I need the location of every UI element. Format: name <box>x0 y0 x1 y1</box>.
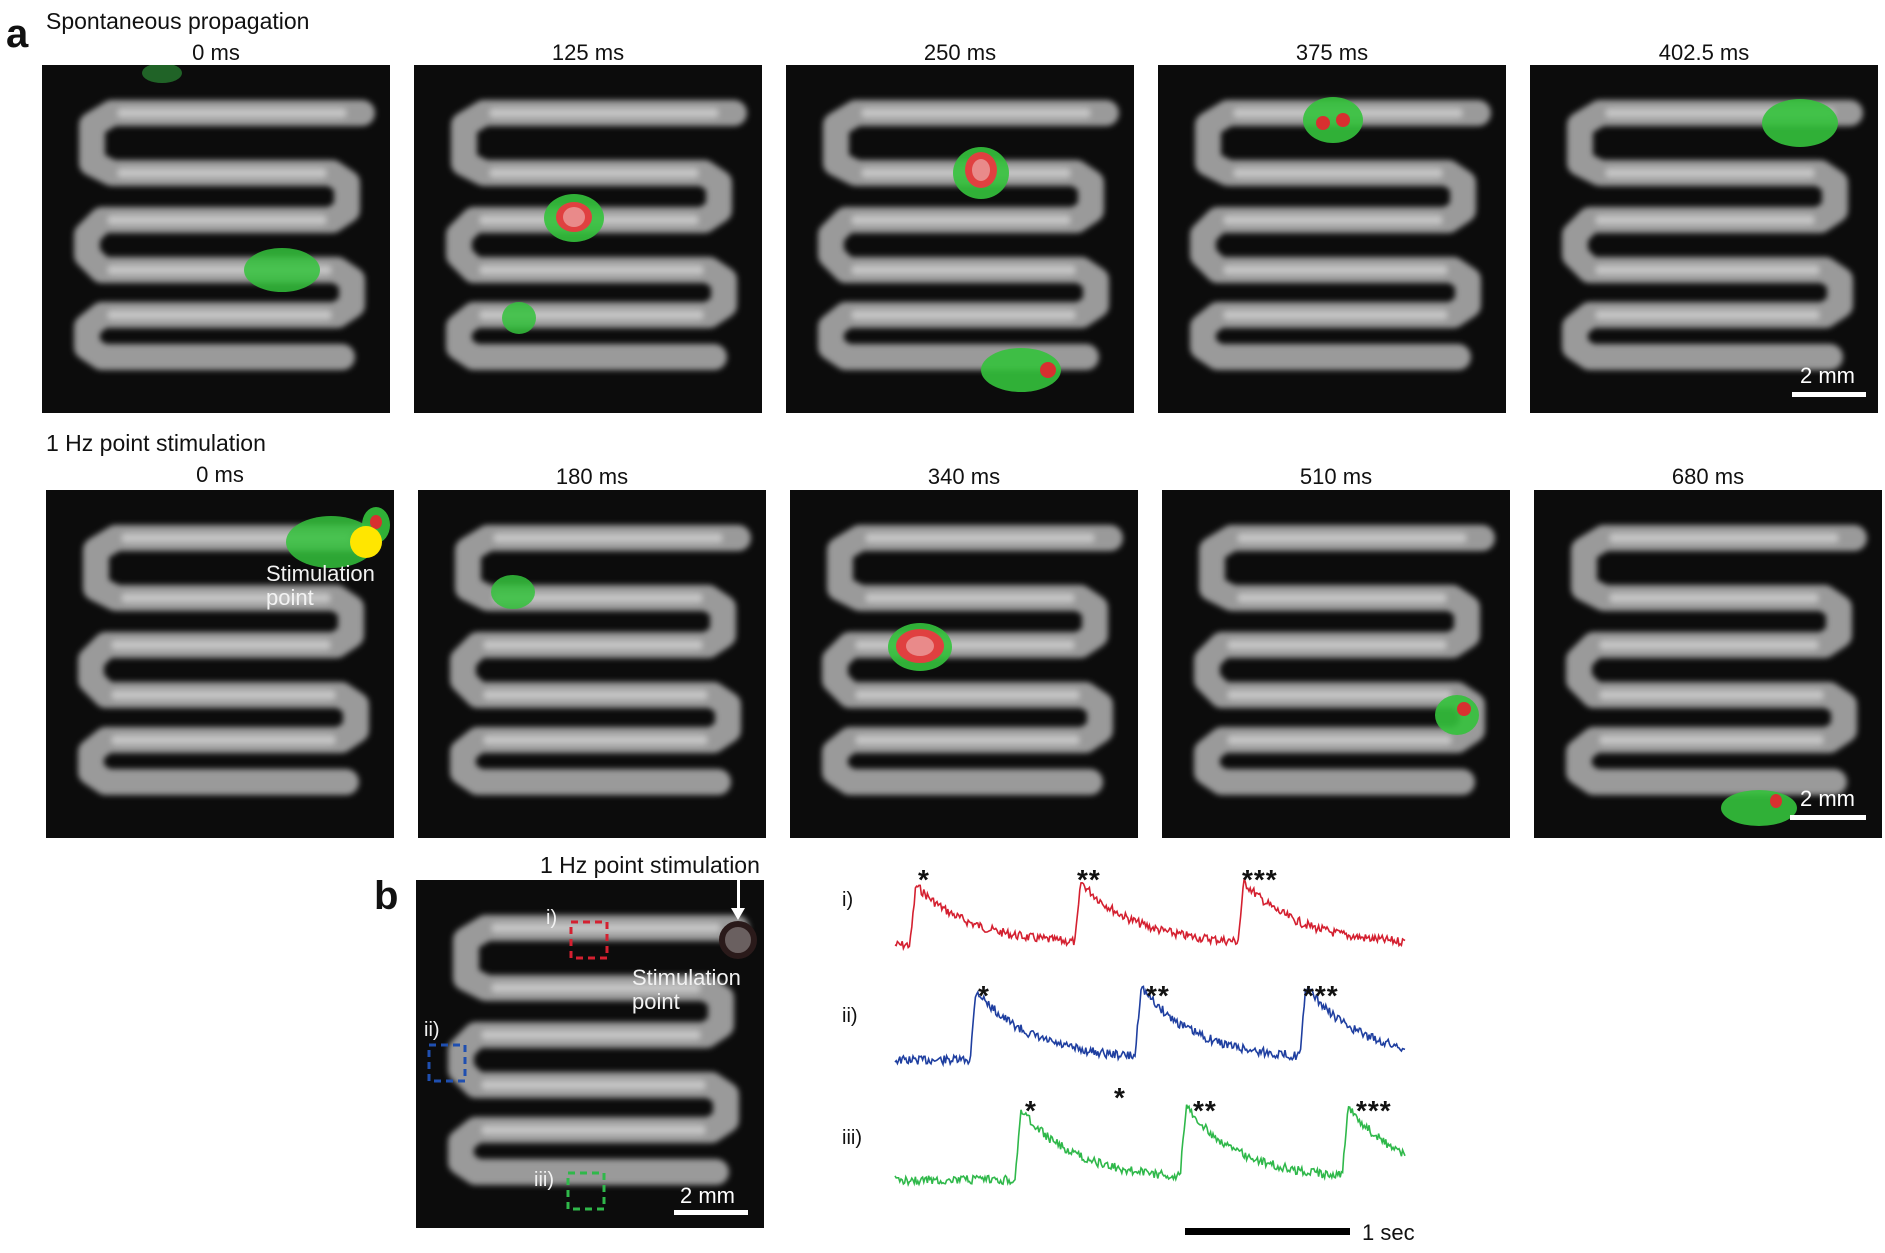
image-frame: Stimulation point <box>46 490 394 838</box>
frame-time: 340 ms <box>927 464 1001 489</box>
frame-time: 402.5 ms <box>1658 40 1750 65</box>
image-frame: 2 mm <box>1530 65 1878 413</box>
image-frame <box>790 490 1138 838</box>
frame-time: 250 ms <box>923 40 997 65</box>
trace-iii <box>894 1104 1406 1188</box>
star-ii-2: ** <box>1146 980 1170 1011</box>
stimulation-label-line2: point <box>266 585 314 611</box>
meander-image <box>42 65 390 413</box>
image-frame <box>1162 490 1510 838</box>
scale-bar-label: 2 mm <box>1800 786 1855 811</box>
scale-bar-label: 2 mm <box>1800 363 1855 388</box>
image-frame <box>414 65 762 413</box>
meander-image <box>418 490 766 838</box>
star-ii-3: *** <box>1303 980 1339 1011</box>
panel-a-letter: a <box>6 12 29 56</box>
meander-image <box>790 490 1138 838</box>
image-frame <box>42 65 390 413</box>
star-ii-extra: * <box>1114 1082 1126 1113</box>
frame-time: 375 ms <box>1295 40 1369 65</box>
stimulation-point-marker <box>350 526 382 558</box>
meander-image <box>1534 490 1882 838</box>
row1-label: Spontaneous propagation <box>46 8 310 34</box>
frame-time: 0 ms <box>196 462 244 487</box>
star-iii-2: ** <box>1193 1095 1217 1126</box>
star-i-3: *** <box>1242 864 1278 895</box>
time-scale-label: 1 sec <box>1362 1220 1415 1245</box>
meander-image <box>1530 65 1878 413</box>
stimulation-label-line2: point <box>632 989 680 1015</box>
meander-image <box>416 880 764 1228</box>
meander-image <box>786 65 1134 413</box>
row2-label: 1 Hz point stimulation <box>46 430 266 456</box>
frame-time: 180 ms <box>555 464 629 489</box>
stimulation-label: Stimulation point <box>632 965 741 1015</box>
star-i-2: ** <box>1077 864 1101 895</box>
meander-image <box>1162 490 1510 838</box>
trace-ii <box>894 985 1406 1068</box>
panel-b-title: 1 Hz point stimulation <box>540 852 760 878</box>
panel-b-letter: b <box>374 874 399 918</box>
image-frame <box>1158 65 1506 413</box>
image-frame-b: Stimulation point i) ii) iii) 2 mm <box>416 880 764 1228</box>
star-iii-1: * <box>1025 1095 1037 1126</box>
stimulation-label-line1: Stimulation <box>632 965 741 990</box>
scale-bar-label: 2 mm <box>680 1183 735 1208</box>
roi-label-ii: ii) <box>424 1019 440 1041</box>
trace-label-iii: iii) <box>842 1127 862 1149</box>
scale-bar <box>1790 815 1866 820</box>
image-frame: 2 mm <box>1534 490 1882 838</box>
star-iii-3: *** <box>1356 1095 1392 1126</box>
stimulation-label: Stimulation point <box>266 561 375 611</box>
star-i-1: * <box>918 864 930 895</box>
stimulation-arrow <box>737 880 740 910</box>
frame-time: 0 ms <box>192 40 240 65</box>
meander-image <box>1158 65 1506 413</box>
scale-bar <box>674 1210 748 1215</box>
image-frame <box>786 65 1134 413</box>
meander-image <box>414 65 762 413</box>
image-frame <box>418 490 766 838</box>
roi-label-iii: iii) <box>534 1169 554 1191</box>
frame-time: 680 ms <box>1671 464 1745 489</box>
trace-i <box>894 878 1406 952</box>
roi-label-i: i) <box>546 907 558 929</box>
time-scale-bar <box>1185 1228 1350 1235</box>
traces <box>894 878 1406 1188</box>
trace-label-ii: ii) <box>842 1005 858 1027</box>
meander-image <box>46 490 394 838</box>
scale-bar <box>1792 392 1866 397</box>
star-ii-1: * <box>978 980 990 1011</box>
frame-time: 125 ms <box>551 40 625 65</box>
stimulation-arrow-head <box>731 908 745 920</box>
trace-label-i: i) <box>842 889 854 911</box>
stimulation-label-line1: Stimulation <box>266 561 375 586</box>
frame-time: 510 ms <box>1299 464 1373 489</box>
